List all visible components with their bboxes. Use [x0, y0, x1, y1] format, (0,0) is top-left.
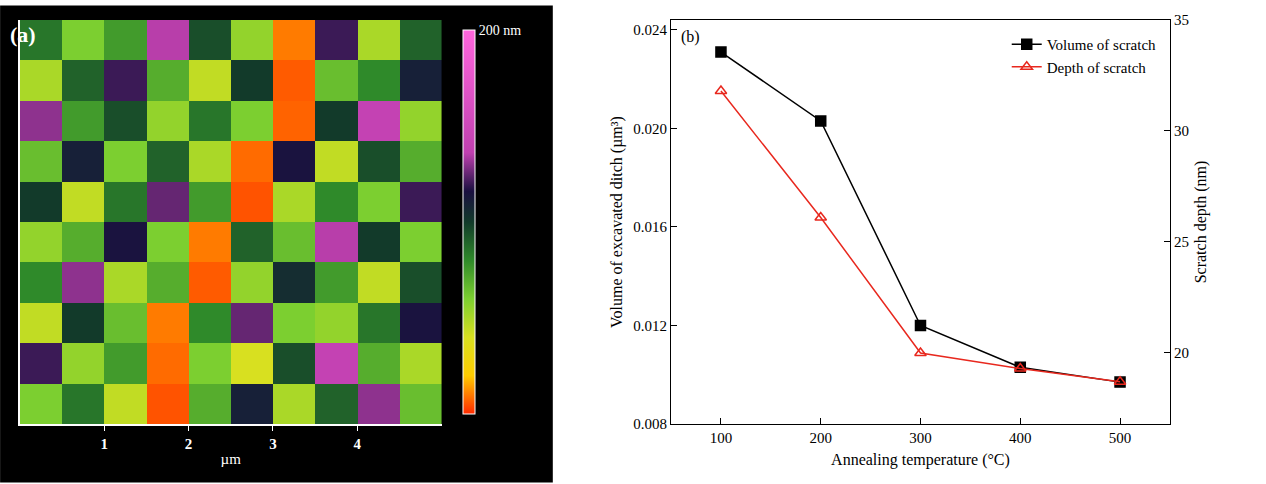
svg-text:Volume of excavated ditch (µm³: Volume of excavated ditch (µm³) — [608, 116, 626, 328]
svg-text:100: 100 — [710, 430, 733, 446]
svg-text:2: 2 — [185, 436, 193, 452]
svg-text:30: 30 — [1174, 123, 1189, 139]
svg-text:Depth of scratch: Depth of scratch — [1047, 60, 1147, 76]
svg-text:3: 3 — [269, 436, 277, 452]
svg-text:0.024: 0.024 — [633, 22, 667, 38]
svg-text:(b): (b) — [681, 28, 700, 46]
svg-text:25: 25 — [1174, 234, 1189, 250]
svg-text:4: 4 — [354, 436, 362, 452]
svg-text:0.016: 0.016 — [633, 219, 667, 235]
svg-text:1: 1 — [101, 436, 109, 452]
svg-text:300: 300 — [909, 430, 932, 446]
svg-text:µm: µm — [221, 451, 242, 467]
svg-text:0.012: 0.012 — [633, 318, 667, 334]
svg-text:20: 20 — [1174, 345, 1189, 361]
svg-text:(a): (a) — [10, 22, 36, 47]
svg-text:35: 35 — [1174, 12, 1189, 28]
svg-text:400: 400 — [1009, 430, 1032, 446]
svg-text:Volume of scratch: Volume of scratch — [1047, 37, 1156, 53]
svg-text:Annealing temperature (°C): Annealing temperature (°C) — [831, 451, 1010, 469]
svg-text:200: 200 — [809, 430, 832, 446]
svg-text:0.020: 0.020 — [633, 121, 667, 137]
svg-text:500: 500 — [1109, 430, 1132, 446]
svg-text:0.008: 0.008 — [633, 416, 667, 432]
svg-text:Scratch depth (nm): Scratch depth (nm) — [1192, 161, 1210, 284]
svg-text:200 nm: 200 nm — [479, 23, 522, 38]
